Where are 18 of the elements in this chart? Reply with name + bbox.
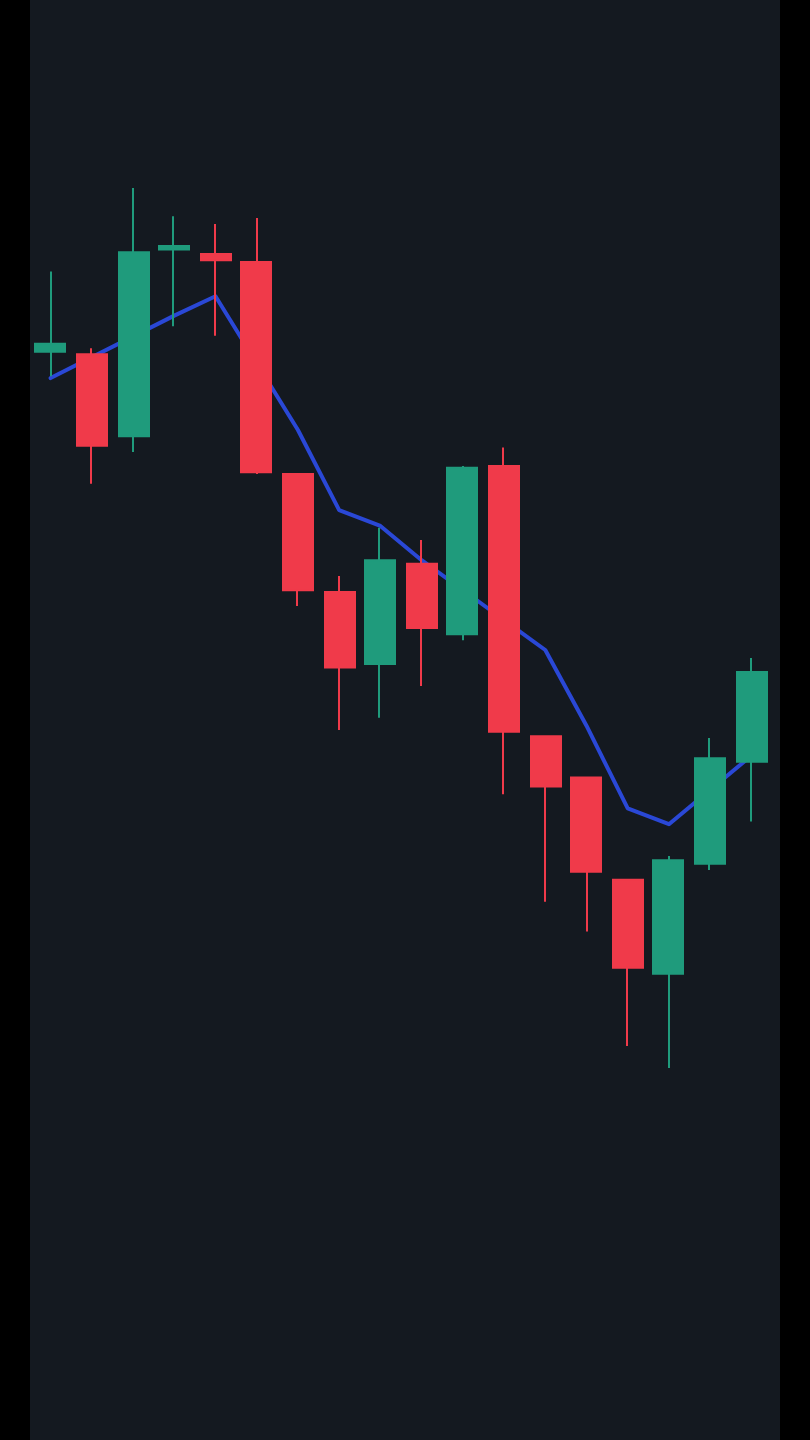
candlestick	[158, 215, 190, 328]
candlestick	[324, 575, 356, 732]
candlestick	[364, 526, 396, 719]
candlestick	[282, 473, 314, 607]
candlestick	[76, 347, 108, 485]
candlestick	[694, 737, 726, 871]
candlestick	[488, 446, 520, 796]
candlestick	[446, 465, 478, 642]
candlestick	[652, 854, 684, 1069]
candlestick	[612, 878, 644, 1047]
candlestick	[530, 735, 562, 903]
candlestick	[240, 216, 272, 475]
candlestick	[406, 539, 438, 688]
candlestick	[34, 270, 66, 378]
candlestick	[118, 187, 150, 453]
candlestick	[200, 223, 232, 337]
candlestick	[570, 776, 602, 933]
candlestick	[736, 656, 768, 823]
